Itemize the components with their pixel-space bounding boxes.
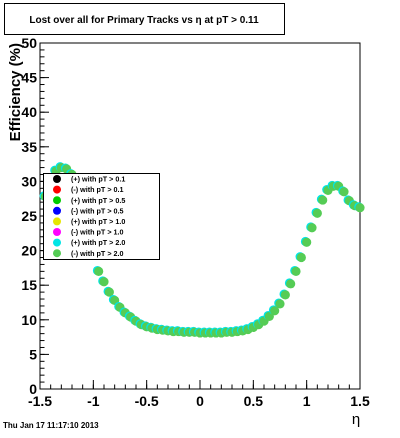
x-axis-label: η (352, 411, 360, 428)
timestamp: Thu Jan 17 11:17:10 2013 (3, 421, 99, 430)
data-point (307, 223, 317, 233)
data-point (318, 195, 328, 205)
y-tick-label: 20 (21, 243, 37, 259)
legend-marker (53, 238, 61, 247)
y-tick-label: 30 (21, 173, 37, 189)
data-point (291, 266, 301, 276)
legend-marker (53, 217, 61, 226)
y-tick-label: 5 (29, 346, 37, 362)
legend-label: (+) with pT > 1.0 (71, 217, 125, 226)
axis-ticks: -1.5 -1 -0.5 0 0.5 1 1.5 0 5 10 15 20 25 30 35 40 45 50 (21, 35, 370, 409)
legend-marker (53, 228, 61, 236)
y-axis-label: Efficiency (%) (7, 43, 24, 141)
legend-marker (53, 196, 61, 205)
x-tick-label: 1 (303, 393, 311, 409)
legend-marker (53, 185, 61, 194)
legend-label: (-) with pT > 2.0 (71, 249, 124, 258)
title-box (4, 3, 285, 35)
data-point (355, 203, 365, 213)
x-tick-label: 0 (196, 393, 204, 409)
data-point (302, 237, 312, 247)
data-point (94, 266, 104, 276)
data-point (275, 299, 285, 309)
data-point (286, 279, 296, 289)
legend-label: (-) with pT > 0.5 (71, 206, 124, 215)
legend-label: (+) with pT > 0.1 (71, 175, 125, 184)
x-tick-label: 1.5 (350, 393, 370, 409)
y-tick-label: 40 (21, 104, 37, 120)
legend-marker (53, 206, 61, 215)
legend: (+) with pT > 0.1(-) with pT > 0.1 (+) wi… (43, 173, 160, 260)
y-tick-label: 45 (21, 70, 37, 86)
data-point (296, 252, 306, 263)
x-tick-label: -0.5 (135, 393, 159, 409)
y-tick-label: 10 (21, 312, 37, 328)
x-tick-label: -1 (87, 393, 100, 409)
legend-label: (-) with pT > 0.1 (71, 185, 124, 194)
y-tick-label: 50 (21, 35, 37, 51)
y-tick-label: 35 (21, 139, 37, 155)
data-point (104, 287, 114, 297)
data-point (99, 277, 109, 287)
y-tick-label: 15 (21, 277, 37, 293)
data-point (339, 187, 349, 197)
x-tick-label: 0.5 (244, 393, 264, 409)
y-tick-label: 25 (21, 208, 37, 224)
legend-box (43, 173, 160, 260)
y-tick-label: 0 (29, 381, 37, 397)
data-point (280, 290, 290, 300)
legend-marker (53, 249, 61, 258)
legend-label: (+) with pT > 2.0 (71, 238, 125, 247)
legend-marker (53, 175, 61, 183)
legend-label: (-) with pT > 1.0 (71, 228, 124, 237)
legend-label: (+) with pT > 0.5 (71, 196, 125, 205)
data-point (270, 306, 280, 316)
data-point (312, 208, 322, 218)
x-tick-label: -1.5 (28, 393, 52, 409)
chart-title: Lost over all for Primary Tracks vs η at… (29, 15, 259, 26)
